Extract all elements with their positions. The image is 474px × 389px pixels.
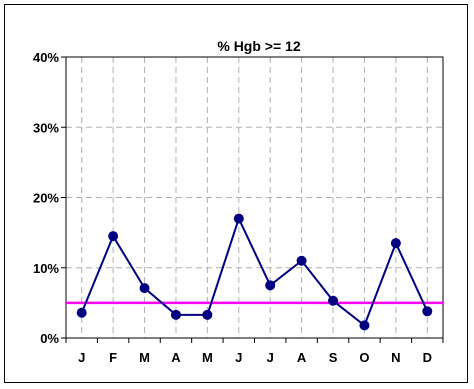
data-point [202,309,213,320]
x-tick-label: J [78,350,85,365]
data-point [296,255,307,266]
data-point [139,283,150,294]
y-tick-label: 0% [40,331,59,346]
x-tick-label: F [109,350,117,365]
y-tick-label: 30% [33,120,59,135]
x-tick-label: M [202,350,213,365]
x-tick-label: J [235,350,242,365]
data-point [265,280,276,291]
data-point [359,320,370,331]
y-tick-label: 10% [33,261,59,276]
x-tick-label: J [267,350,274,365]
x-tick-label: A [297,350,307,365]
plot-area [65,56,444,339]
series-line [80,215,429,327]
x-tick-label: D [423,350,432,365]
grid-lines [66,57,443,338]
data-point [233,213,244,224]
data-point [170,309,181,320]
data-point [328,295,339,306]
series-group [76,213,433,331]
x-tick-label: M [139,350,150,365]
x-tick-label: O [359,350,369,365]
y-tick-label: 40% [33,50,59,65]
chart-title: % Hgb >= 12 [217,38,300,54]
data-point [422,306,433,317]
x-tick-label: S [329,350,338,365]
data-point [76,307,87,318]
x-tick-label: N [391,350,400,365]
y-axis-ticks: 0% 10% 20% 30% 40% [33,50,66,346]
data-point [108,231,119,242]
x-tick-label: A [171,350,181,365]
y-tick-label: 20% [33,191,59,206]
data-point [390,238,401,249]
